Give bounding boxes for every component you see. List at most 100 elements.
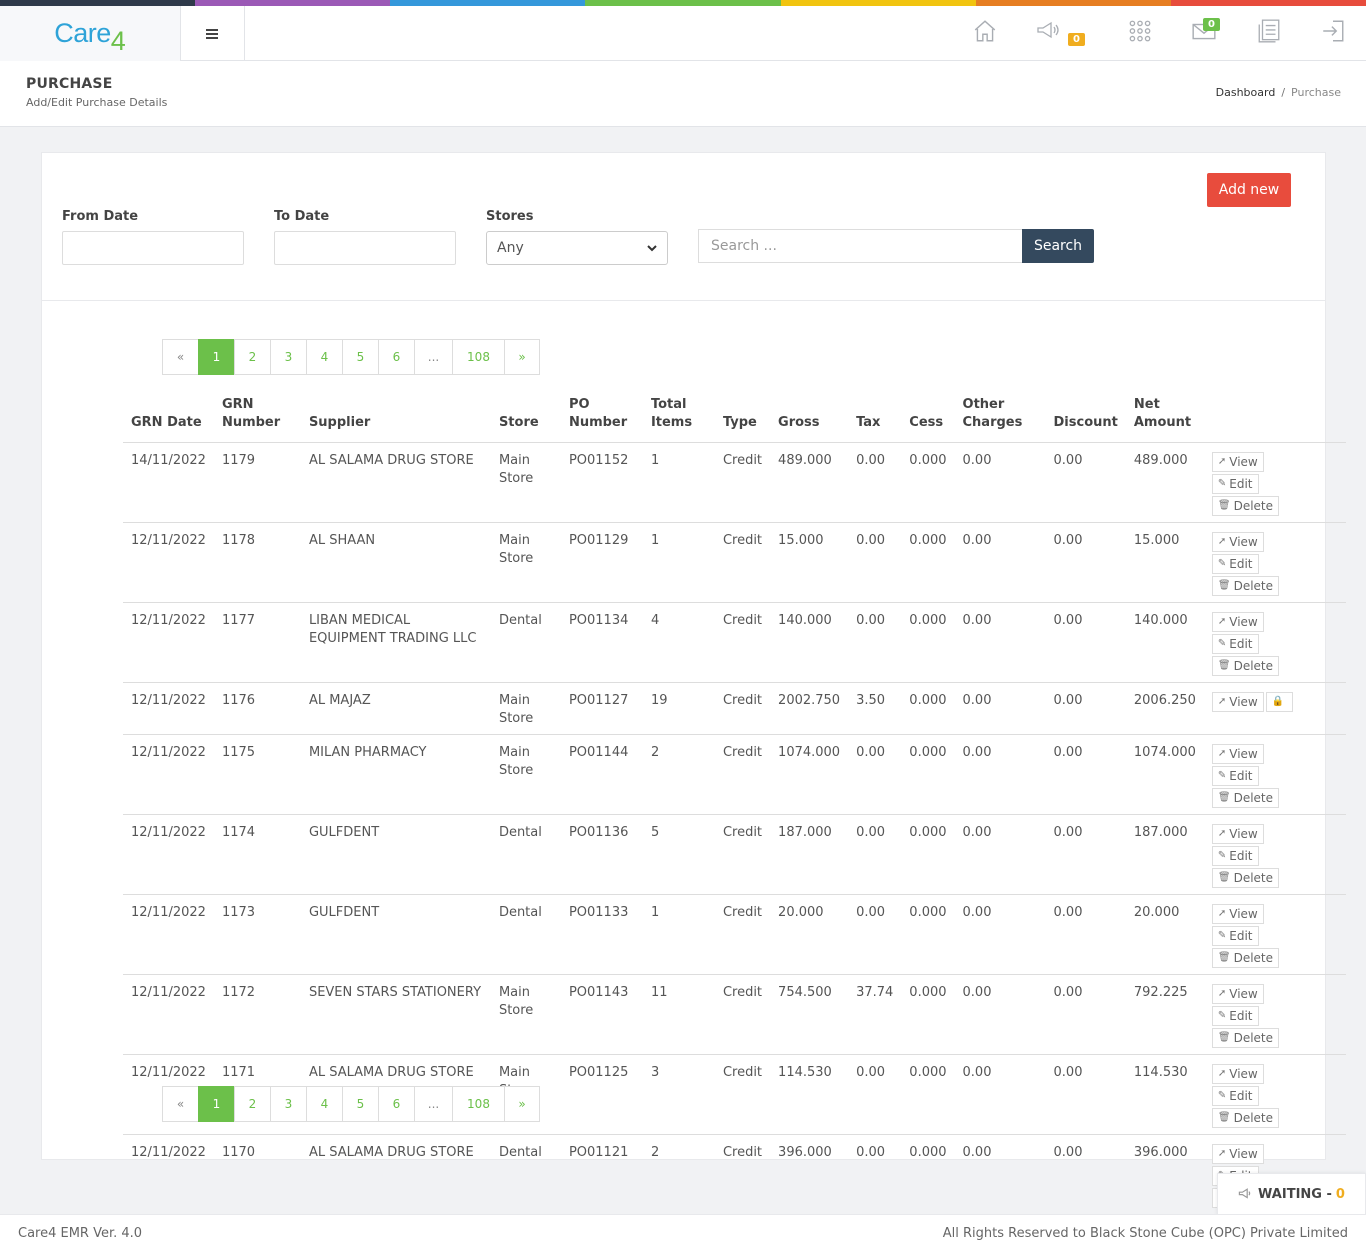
menu-toggle-button[interactable]: [181, 6, 245, 61]
grn-number-cell: 1179: [213, 442, 301, 523]
footer: Care4 EMR Ver. 4.0 All Rights Reserved t…: [0, 1214, 1366, 1255]
supplier-cell: AL SALAMA DRUG STORE: [300, 442, 491, 523]
bottom-page-prev[interactable]: «: [162, 1086, 199, 1122]
purchase-card: Add new From Date To Date Stores Any Sea…: [41, 152, 1346, 1214]
bottom-page-108[interactable]: 108: [452, 1086, 505, 1122]
edit-button[interactable]: ✎Edit: [1211, 926, 1259, 946]
view-button-label: View: [1229, 987, 1258, 1001]
app-logo[interactable]: Care 4: [0, 6, 181, 61]
view-button[interactable]: ➚ View: [1211, 452, 1264, 472]
col-store: Store: [498, 415, 539, 430]
announcement-icon[interactable]: [1036, 18, 1062, 44]
grn-number-cell: 1170: [213, 1134, 301, 1214]
to-date-input[interactable]: [274, 231, 456, 265]
breadcrumb-dashboard-link[interactable]: Dashboard: [1215, 86, 1276, 99]
bottom-page-2[interactable]: 2: [234, 1086, 271, 1122]
actions-cell: ➚View✎Edit🗑Delete: [1209, 602, 1346, 683]
view-button-label: View: [1229, 907, 1258, 921]
trash-icon: 🗑: [1217, 500, 1231, 511]
other-charges-cell: 0.00: [954, 734, 1046, 815]
pencil-icon: ✎: [1217, 1090, 1227, 1101]
stores-select[interactable]: Any: [486, 231, 668, 265]
tax-cell: 0.00: [848, 814, 902, 895]
type-cell: Credit: [714, 894, 771, 975]
edit-button[interactable]: ✎Edit: [1211, 1086, 1259, 1106]
edit-button[interactable]: ✎Edit: [1211, 846, 1259, 866]
row-actions: ➚View✎Edit🗑Delete: [1211, 904, 1312, 968]
top-page-3[interactable]: 3: [270, 339, 307, 375]
delete-button[interactable]: 🗑Delete: [1211, 948, 1280, 968]
view-button[interactable]: ➚ View: [1211, 824, 1264, 844]
view-button[interactable]: ➚ View: [1211, 612, 1264, 632]
row-actions: ➚View✎Edit🗑Delete: [1211, 532, 1312, 596]
report-icon[interactable]: [1256, 18, 1282, 44]
top-page-108[interactable]: 108: [452, 339, 505, 375]
top-page-prev[interactable]: «: [162, 339, 199, 375]
tax-cell: 0.00: [848, 602, 902, 683]
view-button[interactable]: ➚ View: [1211, 532, 1264, 552]
waiting-widget[interactable]: WAITING - 0: [1217, 1173, 1366, 1215]
edit-button-label: Edit: [1229, 1009, 1253, 1023]
delete-button[interactable]: 🗑Delete: [1211, 576, 1280, 596]
logout-icon[interactable]: [1320, 18, 1346, 44]
apps-grid-icon[interactable]: [1127, 18, 1153, 44]
bottom-page-5[interactable]: 5: [342, 1086, 379, 1122]
cess-cell: 0.000: [901, 814, 955, 895]
other-charges-cell: 0.00: [954, 974, 1046, 1055]
top-page-5[interactable]: 5: [342, 339, 379, 375]
supplier-cell: AL SALAMA DRUG STORE: [300, 1134, 491, 1214]
view-button[interactable]: ➚ View: [1211, 904, 1264, 924]
net-amount-cell: 20.000: [1125, 894, 1210, 975]
bottom-page-1[interactable]: 1: [198, 1086, 235, 1122]
send-icon: ➚: [1217, 828, 1227, 839]
from-date-input[interactable]: [62, 231, 244, 265]
view-button[interactable]: ➚ View: [1211, 984, 1264, 1004]
bottom-page-6[interactable]: 6: [378, 1086, 415, 1122]
search-button[interactable]: Search: [1022, 229, 1094, 263]
bottom-page-4[interactable]: 4: [306, 1086, 343, 1122]
view-button[interactable]: ➚ View: [1211, 744, 1264, 764]
send-icon: ➚: [1217, 1148, 1227, 1159]
delete-button[interactable]: 🗑Delete: [1211, 656, 1280, 676]
top-page-next[interactable]: »: [504, 339, 540, 375]
delete-button[interactable]: 🗑Delete: [1211, 788, 1280, 808]
store-cell: Main Store: [490, 734, 561, 815]
home-icon[interactable]: [972, 18, 998, 44]
store-cell: Dental: [490, 814, 561, 895]
delete-button[interactable]: 🗑Delete: [1211, 496, 1280, 516]
top-page-4[interactable]: 4: [306, 339, 343, 375]
top-page-2[interactable]: 2: [234, 339, 271, 375]
delete-button[interactable]: 🗑Delete: [1211, 868, 1280, 888]
edit-button[interactable]: ✎Edit: [1211, 1006, 1259, 1026]
grn-date-cell: 12/11/2022: [123, 602, 214, 683]
view-button[interactable]: ➚ View: [1211, 1064, 1264, 1084]
edit-button[interactable]: ✎Edit: [1211, 634, 1259, 654]
edit-button[interactable]: ✎Edit: [1211, 554, 1259, 574]
bottom-page-next[interactable]: »: [504, 1086, 540, 1122]
other-charges-cell: 0.00: [954, 442, 1046, 523]
edit-button[interactable]: ✎Edit: [1211, 766, 1259, 786]
pencil-icon: ✎: [1217, 478, 1227, 489]
edit-button-label: Edit: [1229, 769, 1253, 783]
bottom-page-3[interactable]: 3: [270, 1086, 307, 1122]
gross-cell: 1074.000: [770, 734, 849, 815]
top-page-6[interactable]: 6: [378, 339, 415, 375]
gross-cell: 20.000: [770, 894, 849, 975]
view-button[interactable]: ➚ View: [1211, 692, 1264, 712]
po-number-cell: PO01134: [560, 602, 643, 683]
view-button-label: View: [1229, 615, 1258, 629]
search-input[interactable]: Search ...: [698, 229, 1023, 263]
add-new-button[interactable]: Add new: [1207, 173, 1291, 207]
grn-number-cell: 1174: [213, 814, 301, 895]
divider: [42, 300, 1325, 301]
edit-button-label: Edit: [1229, 1089, 1253, 1103]
edit-button[interactable]: ✎Edit: [1211, 474, 1259, 494]
delete-button[interactable]: 🗑Delete: [1211, 1108, 1280, 1128]
net-amount-cell: 15.000: [1125, 522, 1210, 603]
lock-button: 🔒: [1265, 692, 1294, 712]
delete-button[interactable]: 🗑Delete: [1211, 1028, 1280, 1048]
view-button[interactable]: ➚ View: [1211, 1144, 1264, 1164]
send-icon: ➚: [1217, 456, 1227, 467]
top-page-1[interactable]: 1: [198, 339, 235, 375]
type-cell: Credit: [714, 734, 771, 815]
